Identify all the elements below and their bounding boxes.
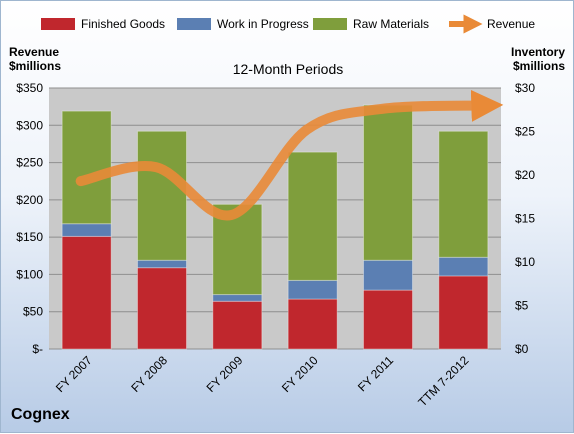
revenue-line — [75, 89, 504, 221]
right-axis-title-line2: $millions — [512, 59, 565, 73]
right-tick-label: $10 — [515, 255, 535, 269]
left-tick-label: $300 — [16, 118, 43, 132]
right-tick-label: $5 — [515, 299, 529, 313]
bar-finished-goods — [287, 298, 338, 350]
bar-finished-goods — [363, 289, 413, 350]
legend-label-revenue: Revenue — [487, 17, 535, 31]
bar-work-in-progress — [438, 256, 489, 277]
category-label: FY 2010 — [279, 353, 321, 395]
left-axis-title-line1: Revenue — [9, 45, 60, 59]
left-tick-label: $350 — [16, 81, 43, 95]
bar-raw-materials — [438, 130, 489, 258]
left-tick-label: $150 — [16, 230, 43, 244]
bar-finished-goods — [212, 300, 263, 350]
left-axis-title: Revenue $millions — [9, 45, 61, 73]
legend-label-work-in-progress: Work in Progress — [217, 17, 309, 31]
left-tick-label: $250 — [16, 156, 43, 170]
bar-work-in-progress — [287, 279, 338, 300]
left-tick-label: $50 — [23, 305, 43, 319]
bar-raw-materials — [61, 110, 112, 225]
bar-raw-materials — [137, 130, 187, 261]
legend-swatch-finished-goods — [41, 18, 75, 30]
bar-work-in-progress — [212, 294, 263, 302]
legend-label-raw-materials: Raw Materials — [353, 17, 429, 31]
right-tick-label: $25 — [515, 125, 535, 139]
right-axis-title-line1: Inventory — [510, 45, 565, 59]
legend-swatch-raw-materials — [313, 18, 347, 30]
right-tick-label: $15 — [515, 212, 535, 226]
left-tick-label: $200 — [16, 193, 43, 207]
category-label: TTM 7-2012 — [415, 353, 471, 409]
bar-work-in-progress — [61, 223, 112, 237]
bar-raw-materials — [287, 151, 338, 281]
left-tick-label: $100 — [16, 267, 43, 281]
company-name: Cognex — [11, 406, 70, 423]
right-tick-label: $20 — [515, 168, 535, 182]
right-tick-label: $0 — [515, 342, 529, 356]
right-tick-label: $30 — [515, 81, 535, 95]
bar-work-in-progress — [363, 259, 413, 291]
left-tick-label: $- — [32, 342, 43, 356]
bar-finished-goods — [137, 267, 187, 350]
right-axis-title: Inventory $millions — [511, 45, 565, 73]
bar-finished-goods — [438, 275, 489, 350]
legend-swatch-work-in-progress — [177, 18, 211, 30]
left-axis-title-line2: $millions — [9, 59, 62, 73]
category-label: FY 2009 — [204, 353, 246, 395]
category-label: FY 2011 — [355, 353, 396, 394]
category-label: FY 2007 — [53, 353, 95, 395]
bar-raw-materials — [363, 104, 413, 261]
plot-area — [49, 88, 501, 349]
bar-finished-goods — [61, 235, 112, 350]
bar-work-in-progress — [137, 259, 187, 269]
category-label: FY 2008 — [128, 353, 170, 395]
legend-label-finished-goods: Finished Goods — [81, 17, 165, 31]
chart-subtitle: 12-Month Periods — [232, 61, 344, 77]
